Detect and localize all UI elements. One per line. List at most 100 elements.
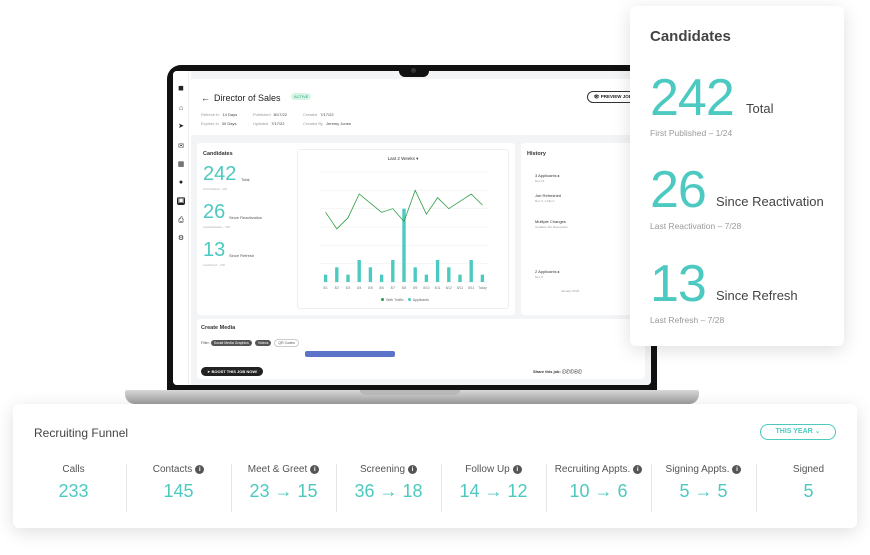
x-tick-label: 8/10 (423, 286, 429, 290)
chart-period-select[interactable]: Last 2 Weeks ▾ (387, 156, 419, 161)
x-tick-label: 8/14 (468, 286, 474, 290)
funnel-stage-label: Calls (62, 464, 85, 475)
history-item-2[interactable]: Multiple Changes (535, 219, 566, 224)
chart-bar (335, 267, 339, 282)
funnel-stage-label: Contacts i (126, 464, 231, 475)
print-icon[interactable]: ⎙ (178, 217, 184, 224)
chart-bar (458, 274, 462, 282)
funnel-stage: Signed 5 (756, 464, 861, 516)
media-thumbnail[interactable] (305, 351, 395, 357)
chat-icon[interactable]: ● (178, 179, 184, 186)
chart-bar (447, 267, 451, 282)
laptop-groove (360, 390, 460, 395)
total-sub: First Published – 1/24 (650, 128, 733, 138)
funnel-stage-label: Follow Up i (441, 464, 546, 475)
x-tick-label: 8/9 (413, 286, 418, 290)
boost-label: BOOST THIS JOB NOW! (211, 369, 258, 374)
funnel-stage-value: 36 → 18 (354, 481, 423, 501)
funnel-stage-label: Recruiting Appts. i (546, 464, 651, 475)
chart-bar (424, 274, 429, 282)
funnel-stage-value: 10 → 6 (569, 481, 628, 501)
reactivation-sub: Last Reactivation – 7/28 (650, 221, 742, 231)
filter-qr[interactable]: QR Codes (274, 339, 299, 347)
email-share-icon[interactable]: ⓔ (573, 369, 578, 374)
funnel-stage-value: 233 (58, 481, 89, 501)
mini-refresh-label: Since Refresh (229, 253, 255, 258)
funnel-stage-value: 14 → 12 (459, 481, 528, 501)
funnel-stage-value: 145 (163, 481, 194, 501)
reactivation-value: 26 (650, 161, 707, 219)
chart-bar (391, 260, 395, 282)
meta-expires: Expires In 30 Days (201, 121, 237, 126)
history-item-3[interactable]: 2 Applicants ▸ (535, 269, 560, 274)
job-header: ← Director of Sales ACTIVE 👁 PREVIEW JOB … (191, 79, 651, 135)
this-year-button[interactable]: THIS YEAR ⌄ (760, 424, 836, 440)
app-sidebar: ◼ ⌂ ➤ ✉ ▦ ● ▣ ⎙ ⚙ (173, 71, 189, 385)
mini-total-label: Total (241, 177, 250, 182)
info-icon[interactable]: i (408, 465, 418, 474)
filter-videos[interactable]: Videos (254, 340, 272, 346)
funnel-stage-label: Signing Appts. i (651, 464, 756, 475)
info-icon[interactable]: i (732, 465, 742, 474)
boost-job-button[interactable]: ➤ BOOST THIS JOB NOW! (201, 367, 264, 376)
twitter-icon[interactable]: ⓣ (569, 369, 574, 374)
funnel-stage-label: Meet & Greet i (231, 464, 336, 475)
home-icon[interactable]: ⌂ (178, 105, 184, 112)
chart-bar (435, 260, 440, 282)
x-tick-label: 8/13 (457, 286, 463, 290)
laptop-notch (399, 65, 429, 77)
legend-web-traffic: Web Traffic (386, 298, 404, 302)
total-value: 242 (650, 69, 735, 127)
mail-icon[interactable]: ✉ (178, 143, 184, 150)
info-icon[interactable]: i (633, 465, 643, 474)
info-icon[interactable]: i (310, 465, 320, 474)
refresh-value: 13 (650, 255, 707, 313)
status-badge[interactable]: ACTIVE (291, 93, 312, 100)
meta-created-by: Created By Jeremy Jones (303, 121, 351, 126)
history-item-2-sub: Updated Job Description (535, 225, 568, 229)
mini-reactivation-value: 26 (203, 201, 226, 223)
link-share-icon[interactable]: ⓛ (577, 369, 582, 374)
funnel-stage-value: 5 → 5 (679, 481, 728, 501)
traffic-chart: Last 2 Weeks ▾ 8/1 8/2 8/3 8/4 8/5 8/6 8/7 8/8 8… (297, 149, 509, 309)
meta-published: Published 8/17/22 (253, 112, 287, 117)
facebook-icon[interactable]: ⓕ (565, 369, 570, 374)
x-tick-label: 8/11 (435, 286, 441, 290)
refresh-label: Since Refresh (716, 288, 798, 303)
total-label: Total (746, 101, 774, 116)
grid-icon[interactable]: ▦ (177, 161, 185, 168)
filter-social[interactable]: Social Media Graphics (210, 340, 252, 346)
info-icon[interactable]: i (195, 465, 205, 474)
history-item-1[interactable]: Job Refreshed (535, 193, 562, 198)
app-main: ← Director of Sales ACTIVE 👁 PREVIEW JOB … (191, 71, 651, 385)
meta-refresh: Refresh In 14 Days (201, 112, 238, 117)
gear-icon[interactable]: ⚙ (177, 235, 185, 242)
funnel-stage: Contacts i 145 (126, 464, 231, 516)
share-row: Share this job: ⓘⓕⓣⓔⓛ (533, 369, 582, 375)
mini-candidates-heading: Candidates (203, 151, 233, 157)
funnel-title: Recruiting Funnel (34, 426, 129, 440)
x-tick-label: 8/5 (368, 286, 373, 290)
linkedin-icon[interactable]: ⓘ (561, 369, 566, 374)
history-card: History 3 Applicants ▸ Dec 31 Job Refres… (521, 143, 645, 315)
logo-icon[interactable]: ◼ (178, 85, 184, 92)
back-arrow-icon[interactable]: ← (201, 93, 210, 103)
laptop-lid: ◼ ⌂ ➤ ✉ ▦ ● ▣ ⎙ ⚙ ← Director of Sales ACT… (167, 65, 657, 392)
info-icon[interactable]: i (512, 465, 522, 474)
mini-reactivation-sub: Last Reactivation – 7/28 (203, 226, 230, 229)
x-tick-label: 8/7 (391, 286, 396, 290)
chart-bar (323, 274, 328, 282)
history-item-0[interactable]: 3 Applicants ▸ (535, 173, 560, 178)
send-icon[interactable]: ➤ (178, 123, 184, 130)
briefcase-icon[interactable]: ▣ (177, 197, 185, 205)
laptop-screen: ◼ ⌂ ➤ ✉ ▦ ● ▣ ⎙ ⚙ ← Director of Sales ACT… (173, 71, 651, 385)
create-media-heading: Create Media (201, 325, 236, 331)
funnel-stage-label: Screening i (336, 464, 441, 475)
mini-refresh-value: 13 (203, 239, 226, 261)
history-divider: January 2023 (561, 289, 580, 293)
funnel-stage: Signing Appts. i 5 → 5 (651, 464, 756, 516)
meta-created: Created 7/17/22 (303, 112, 334, 117)
x-tick-label: 8/6 (379, 286, 384, 290)
chart-title: Last 2 Weeks (387, 156, 415, 161)
legend-applicants: Applicants (412, 298, 429, 302)
